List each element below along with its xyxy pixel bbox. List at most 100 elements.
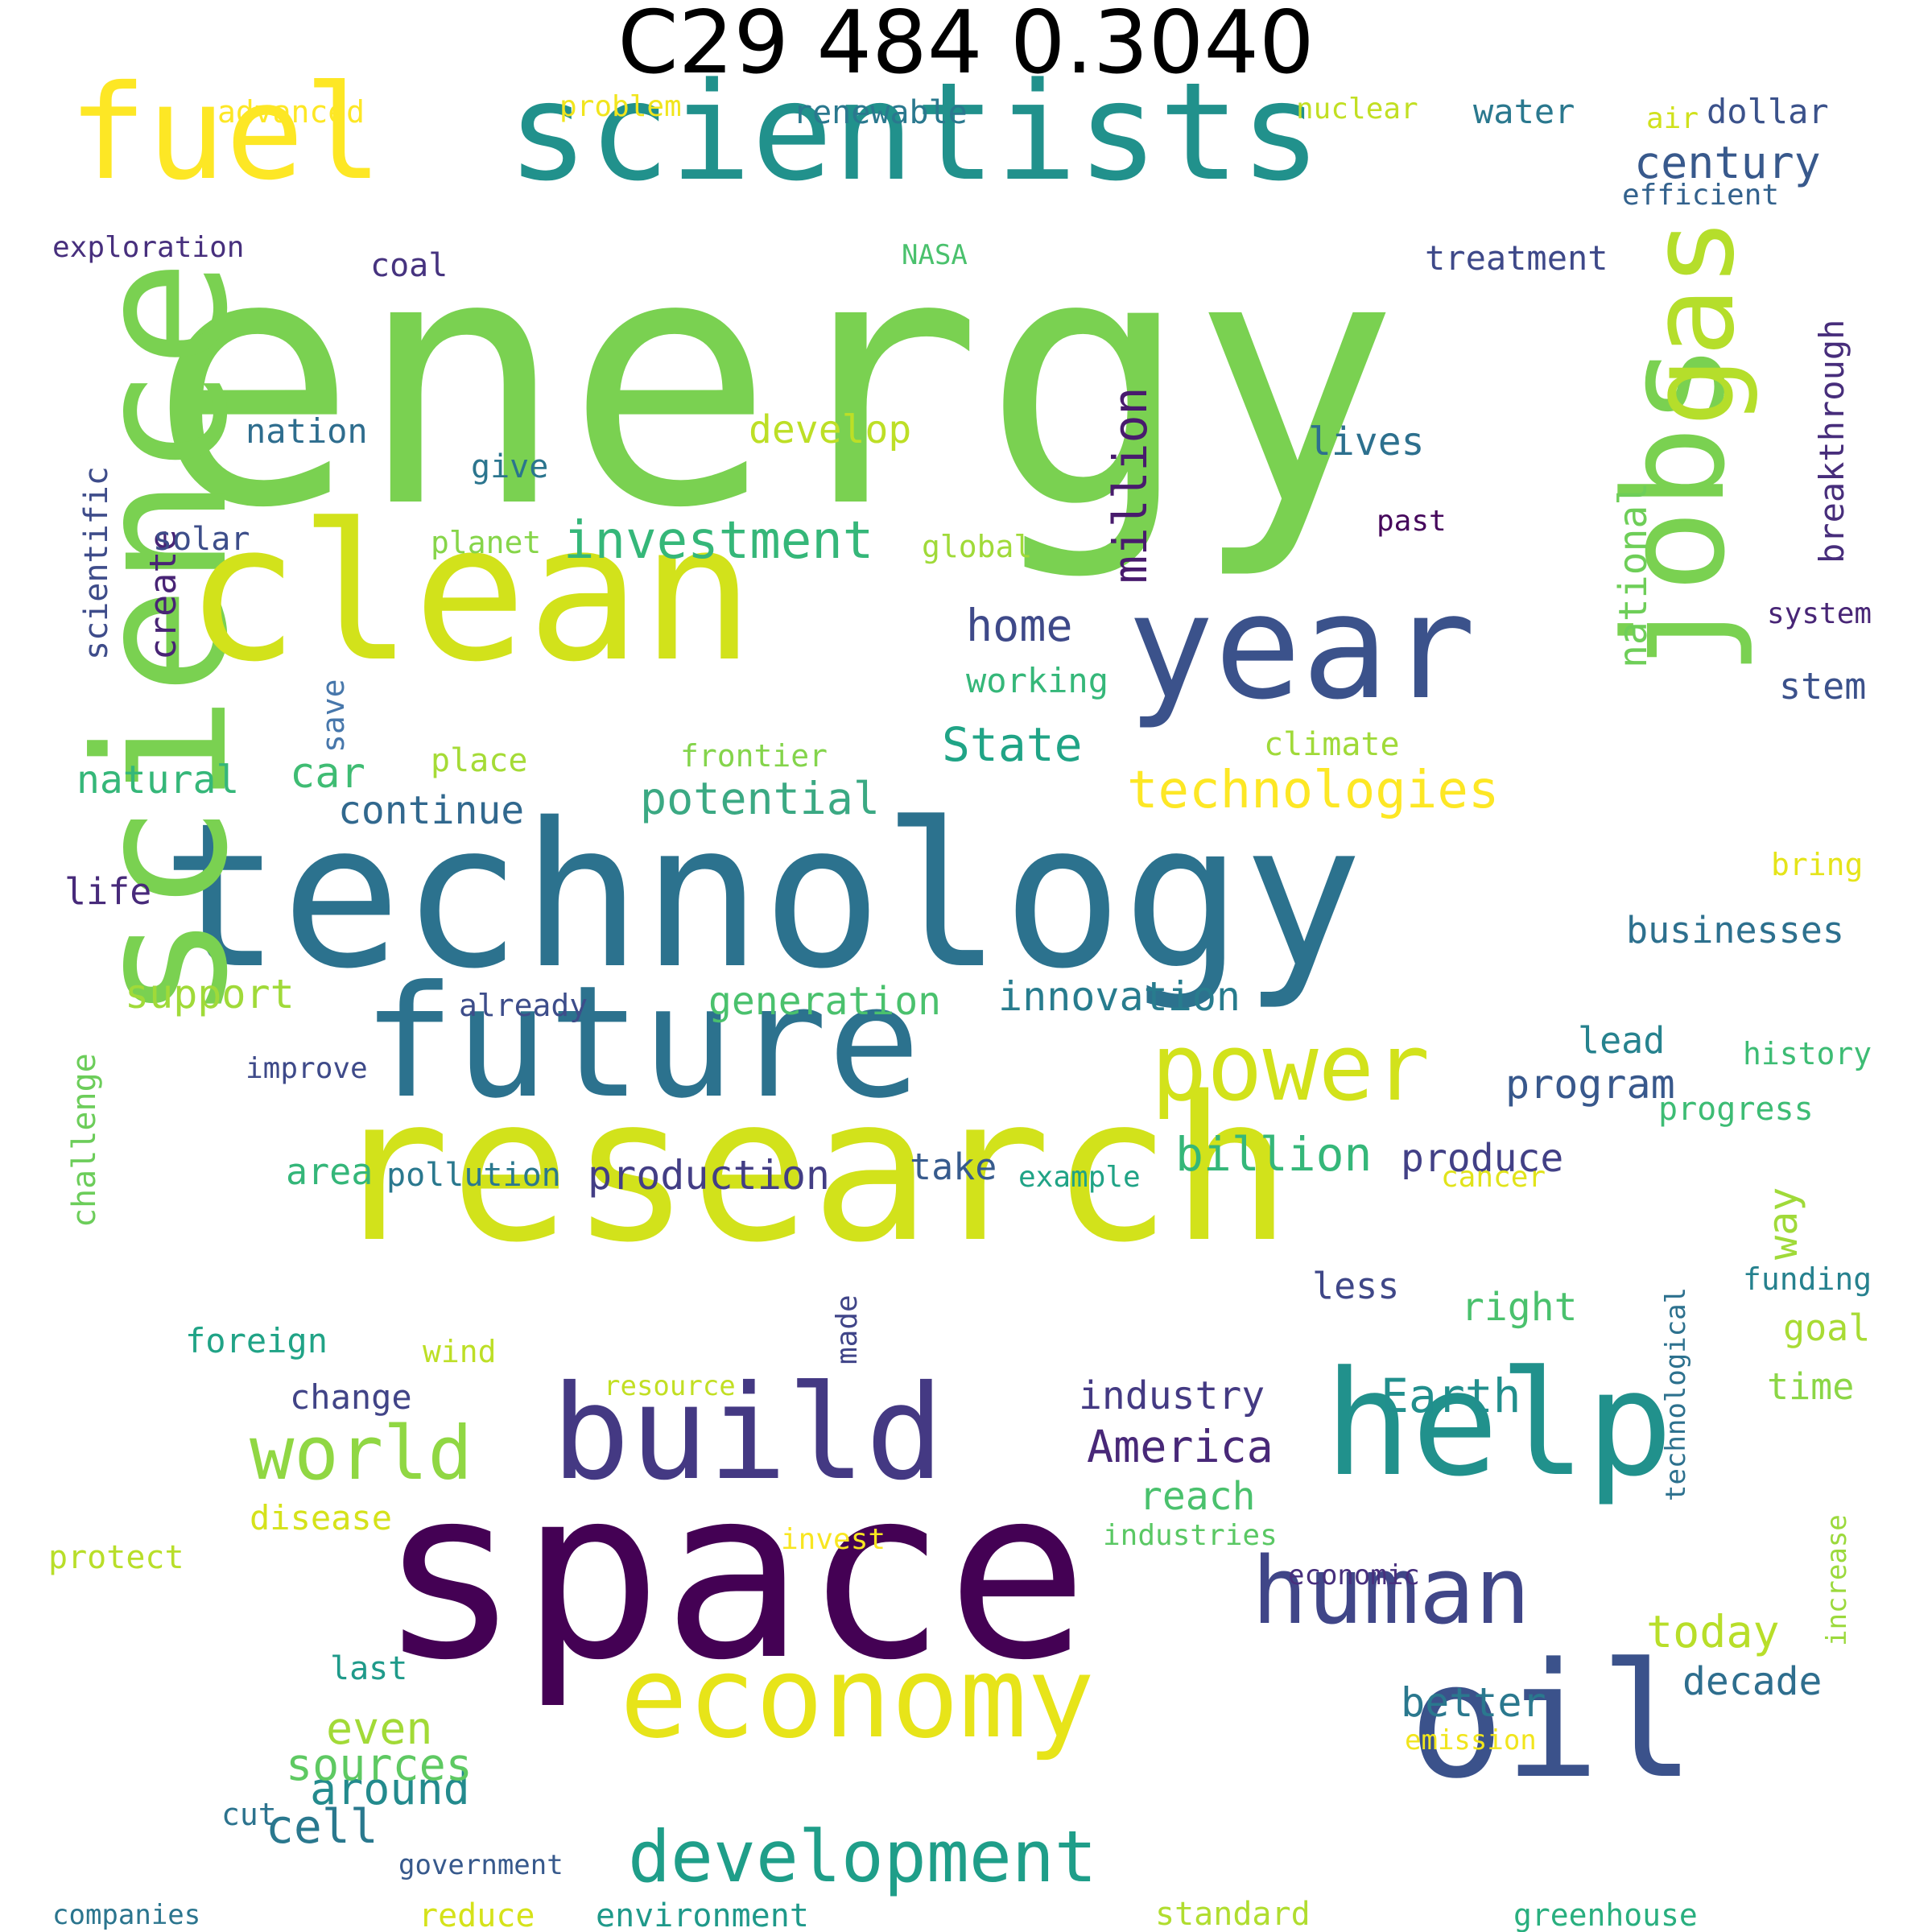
cloud-word-car: car <box>290 749 365 798</box>
cloud-word-problem: problem <box>559 90 682 123</box>
cloud-word-save: save <box>316 679 351 753</box>
cloud-word-lives: lives <box>1308 419 1425 464</box>
cloud-word-economic: economic <box>1288 1559 1420 1591</box>
cloud-word-challenge: challenge <box>66 1053 103 1228</box>
cloud-word-sources: sources <box>286 1739 473 1790</box>
cloud-word-industries: industries <box>1103 1519 1278 1552</box>
cloud-word-made: made <box>831 1294 864 1364</box>
cloud-word-efficient: efficient <box>1622 179 1780 212</box>
cloud-word-last: last <box>330 1650 408 1687</box>
cloud-word-businesses: businesses <box>1626 909 1844 952</box>
cloud-word-system: system <box>1767 597 1872 630</box>
cloud-word-reduce: reduce <box>419 1897 535 1932</box>
cloud-word-treatment: treatment <box>1425 238 1608 278</box>
cloud-word-innovation: innovation <box>998 973 1241 1020</box>
cloud-word-planet: planet <box>431 525 542 560</box>
cloud-word-coal: coal <box>370 247 448 284</box>
cloud-word-potential: potential <box>640 773 881 824</box>
cloud-word-water: water <box>1473 92 1575 131</box>
cloud-word-century: century <box>1634 137 1821 188</box>
cloud-word-build: build <box>551 1358 944 1509</box>
cloud-word-research: research <box>330 1055 1292 1286</box>
cloud-word-companies: companies <box>52 1899 201 1931</box>
cloud-word-gas: gas <box>1624 217 1760 427</box>
cloud-word-global: global <box>922 529 1033 564</box>
cloud-word-foreign: foreign <box>185 1321 328 1360</box>
cloud-word-progress: progress <box>1658 1091 1814 1128</box>
cloud-word-cell: cell <box>266 1799 378 1854</box>
cloud-word-around: around <box>310 1763 470 1814</box>
cloud-word-bring: bring <box>1771 847 1864 882</box>
cloud-word-lead: lead <box>1578 1019 1666 1062</box>
cloud-word-space: space <box>378 1438 1089 1712</box>
cloud-word-america: America <box>1087 1421 1274 1472</box>
cloud-word-develop: develop <box>749 407 912 452</box>
cloud-word-cut: cut <box>221 1797 277 1832</box>
cloud-word-history: history <box>1743 1036 1872 1071</box>
cloud-word-emission: emission <box>1405 1724 1537 1757</box>
cloud-word-pollution: pollution <box>386 1157 561 1194</box>
cloud-title: C29 484 0.3040 <box>617 0 1315 93</box>
cloud-word-natural: natural <box>76 758 240 803</box>
cloud-word-program: program <box>1505 1061 1675 1108</box>
cloud-word-better: better <box>1401 1679 1546 1726</box>
cloud-word-solar: solar <box>153 521 250 558</box>
cloud-word-technology: technology <box>161 781 1364 1013</box>
cloud-word-scientific: scientific <box>78 466 115 660</box>
cloud-word-power: power <box>1151 1014 1430 1122</box>
cloud-word-technologies: technologies <box>1127 761 1500 820</box>
cloud-word-wind: wind <box>423 1334 497 1369</box>
cloud-word-continue: continue <box>338 788 525 833</box>
cloud-word-nasa: NASA <box>902 239 968 271</box>
cloud-word-human: human <box>1252 1538 1531 1645</box>
cloud-word-already: already <box>459 988 588 1023</box>
cloud-word-increase: increase <box>1821 1514 1853 1646</box>
cloud-word-produce: produce <box>1401 1136 1564 1181</box>
cloud-word-decade: decade <box>1682 1659 1823 1704</box>
cloud-word-production: production <box>588 1152 831 1199</box>
cloud-word-life: life <box>64 870 152 913</box>
cloud-word-government: government <box>398 1849 564 1881</box>
cloud-word-area: area <box>286 1150 374 1193</box>
cloud-word-nuclear: nuclear <box>1296 93 1418 126</box>
cloud-word-way: way <box>1760 1187 1806 1260</box>
cloud-word-reach: reach <box>1139 1474 1256 1519</box>
cloud-word-home: home <box>966 600 1073 651</box>
cloud-word-invest: invest <box>781 1523 886 1556</box>
cloud-word-goal: goal <box>1783 1307 1871 1349</box>
cloud-word-fuel: fuel <box>68 58 383 209</box>
cloud-word-clean: clean <box>185 484 755 704</box>
cloud-word-support: support <box>125 971 295 1018</box>
cloud-word-year: year <box>1127 564 1476 732</box>
cloud-word-frontier: frontier <box>680 738 828 774</box>
cloud-word-time: time <box>1767 1365 1855 1408</box>
cloud-word-change: change <box>290 1377 412 1417</box>
cloud-word-future: future <box>362 953 921 1133</box>
cloud-word-renewable: renewable <box>793 94 968 131</box>
cloud-word-nation: nation <box>246 411 368 451</box>
cloud-word-take: take <box>910 1146 997 1188</box>
cloud-word-even: even <box>326 1703 433 1754</box>
cloud-word-dollar: dollar <box>1707 92 1829 131</box>
cloud-word-billion: billion <box>1175 1127 1373 1182</box>
cloud-word-right: right <box>1461 1285 1578 1330</box>
cloud-word-help: help <box>1324 1340 1674 1509</box>
cloud-word-million: million <box>1103 386 1158 584</box>
cloud-word-environment: environment <box>596 1897 809 1932</box>
cloud-word-technological: technological <box>1660 1286 1692 1501</box>
cloud-word-less: less <box>1312 1265 1400 1307</box>
cloud-word-breakthrough: breakthrough <box>1812 319 1852 564</box>
cloud-word-oil: oil <box>1409 1629 1695 1814</box>
cloud-word-scientists: scientists <box>507 53 1322 211</box>
cloud-word-give: give <box>471 448 549 485</box>
cloud-word-cancer: cancer <box>1441 1161 1546 1194</box>
cloud-word-climate: climate <box>1264 726 1400 763</box>
cloud-word-state: State <box>942 717 1083 772</box>
cloud-word-industry: industry <box>1079 1373 1265 1418</box>
cloud-word-improve: improve <box>246 1052 368 1085</box>
cloud-word-stem: stem <box>1779 665 1867 708</box>
cloud-word-exploration: exploration <box>52 231 245 264</box>
cloud-word-standard: standard <box>1155 1896 1311 1932</box>
cloud-word-protect: protect <box>48 1539 184 1576</box>
